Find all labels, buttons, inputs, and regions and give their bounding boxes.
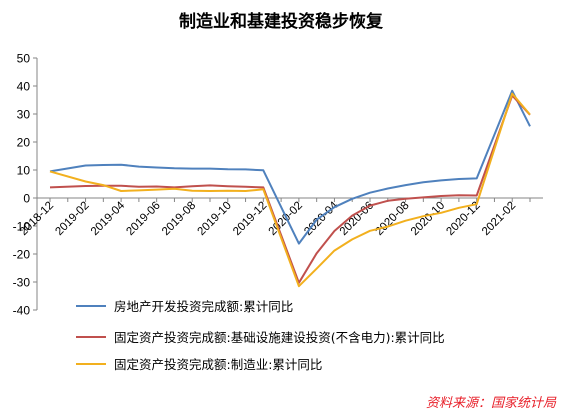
y-tick-label: 20 bbox=[17, 136, 31, 150]
legend-label-real-estate: 房地产开发投资完成额:累计同比 bbox=[114, 299, 293, 314]
y-tick-label: -40 bbox=[13, 304, 31, 318]
x-tick-label: 2021-02 bbox=[480, 200, 518, 238]
x-tick-label: 2019-08 bbox=[160, 200, 198, 238]
legend-label-infrastructure: 固定资产投资完成额:基础设施建设投资(不含电力):累计同比 bbox=[114, 330, 445, 345]
series-line-real-estate bbox=[49, 89, 531, 245]
source-note: 资料来源：国家统计局 bbox=[426, 395, 557, 411]
y-tick-label: -30 bbox=[13, 276, 31, 290]
chart-title: 制造业和基建投资稳步恢复 bbox=[179, 11, 384, 32]
y-tick-label: -20 bbox=[13, 248, 31, 262]
x-tick-label: 2019-12 bbox=[231, 200, 269, 238]
y-axis-ticks: -40 -30 -20 -10 0 10 20 30 40 50 bbox=[13, 52, 37, 318]
x-tick-label: 2020-08 bbox=[373, 200, 411, 238]
y-tick-label: 50 bbox=[17, 52, 31, 66]
y-tick-label: 40 bbox=[17, 80, 31, 94]
x-tick-label: 2019-10 bbox=[196, 200, 234, 238]
series-lines bbox=[49, 89, 531, 288]
series-line-infrastructure bbox=[49, 94, 531, 284]
y-tick-label: -10 bbox=[13, 220, 31, 234]
x-tick-label: 2019-04 bbox=[89, 199, 128, 238]
x-tick-label: 2020-12 bbox=[444, 200, 482, 238]
y-tick-label: 30 bbox=[17, 108, 31, 122]
legend: 房地产开发投资完成额:累计同比 固定资产投资完成额:基础设施建设投资(不含电力)… bbox=[76, 299, 445, 372]
y-tick-label: 10 bbox=[17, 164, 31, 178]
series-line-manufacturing bbox=[49, 92, 531, 288]
y-tick-label: 0 bbox=[23, 192, 30, 206]
x-tick-label: 2019-02 bbox=[53, 200, 91, 238]
x-tick-label: 2019-06 bbox=[124, 200, 162, 238]
legend-label-manufacturing: 固定资产投资完成额:制造业:累计同比 bbox=[114, 357, 322, 372]
